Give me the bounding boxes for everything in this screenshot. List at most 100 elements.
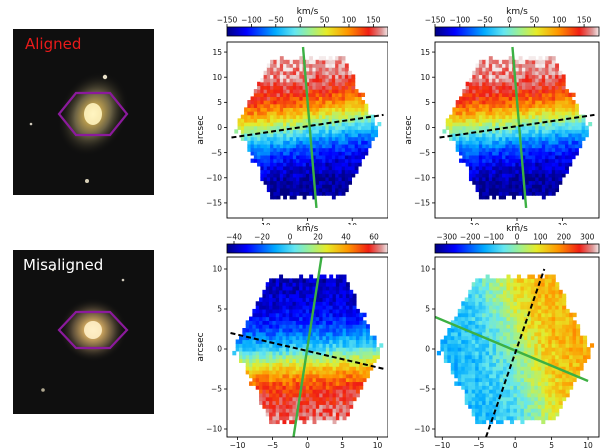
spaxel (253, 100, 258, 105)
spaxel (250, 96, 255, 101)
spaxel (354, 162, 359, 167)
spaxel (513, 408, 518, 413)
spaxel (548, 107, 553, 112)
spaxel (502, 180, 507, 185)
spaxel (561, 118, 566, 123)
spaxel (485, 63, 490, 68)
spaxel (252, 370, 257, 375)
spaxel (351, 129, 356, 134)
spaxel (250, 114, 255, 119)
spaxel (365, 324, 370, 329)
spaxel (270, 107, 274, 112)
spaxel (338, 59, 343, 65)
spaxel (325, 293, 330, 299)
spaxel (561, 169, 566, 174)
spaxel (302, 404, 307, 409)
spaxel (289, 389, 294, 394)
spaxel (305, 151, 310, 156)
spaxel (329, 408, 334, 413)
spaxel (523, 335, 528, 341)
spaxel (523, 385, 528, 390)
spaxel (259, 339, 263, 344)
spaxel (464, 366, 469, 371)
spaxel (266, 184, 271, 189)
spaxel (315, 331, 320, 337)
spaxel (359, 366, 364, 371)
spaxel (282, 392, 287, 398)
spaxel (531, 89, 536, 94)
spaxel (253, 158, 258, 163)
spaxel (239, 339, 243, 344)
spaxel (538, 143, 543, 149)
spaxel (286, 111, 291, 116)
spaxel (515, 129, 520, 134)
spaxel (253, 89, 258, 94)
spaxel (515, 154, 520, 160)
spaxel (272, 389, 277, 394)
spaxel (272, 343, 277, 348)
spaxel (349, 297, 354, 302)
spaxel (289, 132, 294, 138)
spaxel (299, 297, 304, 302)
spaxel (492, 308, 497, 314)
spaxel (285, 362, 290, 367)
spaxel (482, 165, 487, 171)
spaxel (257, 143, 261, 149)
spaxel (478, 78, 483, 83)
spaxel (548, 176, 553, 182)
spaxel (565, 165, 569, 171)
spaxel (478, 373, 483, 379)
spaxel (541, 107, 546, 112)
spaxel (492, 140, 497, 145)
spaxel (561, 81, 566, 87)
spaxel (270, 162, 274, 167)
spaxel (325, 408, 330, 413)
spaxel (335, 366, 340, 371)
spaxel (345, 381, 350, 386)
spaxel (492, 195, 497, 200)
spaxel (335, 129, 339, 134)
spaxel (265, 320, 270, 325)
spaxel (558, 316, 563, 321)
spaxel (302, 419, 307, 425)
spaxel (341, 154, 346, 160)
spaxel (260, 143, 265, 149)
colorbar-tick-label: −150 (425, 16, 446, 25)
spaxel (299, 176, 304, 182)
spaxel (462, 100, 467, 105)
spaxel (349, 377, 354, 383)
y-tick-label: 0 (425, 123, 430, 132)
spaxel (315, 415, 320, 421)
spaxel (478, 169, 483, 174)
spaxel (516, 308, 521, 314)
spaxel (492, 78, 497, 83)
spaxel (468, 362, 473, 367)
spaxel (351, 143, 356, 149)
spaxel (365, 335, 370, 341)
spaxel (262, 324, 267, 329)
spaxel (296, 63, 300, 68)
spaxel (329, 404, 334, 409)
spaxel (506, 350, 511, 356)
spaxel (541, 151, 546, 156)
spaxel (345, 354, 350, 360)
spaxel (275, 385, 280, 390)
spaxel (332, 350, 337, 356)
spaxel (528, 129, 533, 134)
spaxel (292, 282, 297, 287)
spaxel (325, 162, 330, 167)
spaxel (282, 400, 287, 405)
spaxel (309, 103, 313, 108)
spaxel (471, 343, 476, 348)
spaxel (318, 165, 323, 171)
spaxel (338, 81, 343, 87)
spaxel (349, 316, 354, 321)
spaxel (520, 389, 525, 394)
spaxel (312, 286, 317, 291)
spaxel (332, 282, 337, 287)
spaxel (516, 278, 521, 283)
spaxel (345, 339, 350, 344)
spaxel (322, 396, 327, 402)
spaxel (299, 114, 304, 119)
spaxel (359, 370, 364, 375)
